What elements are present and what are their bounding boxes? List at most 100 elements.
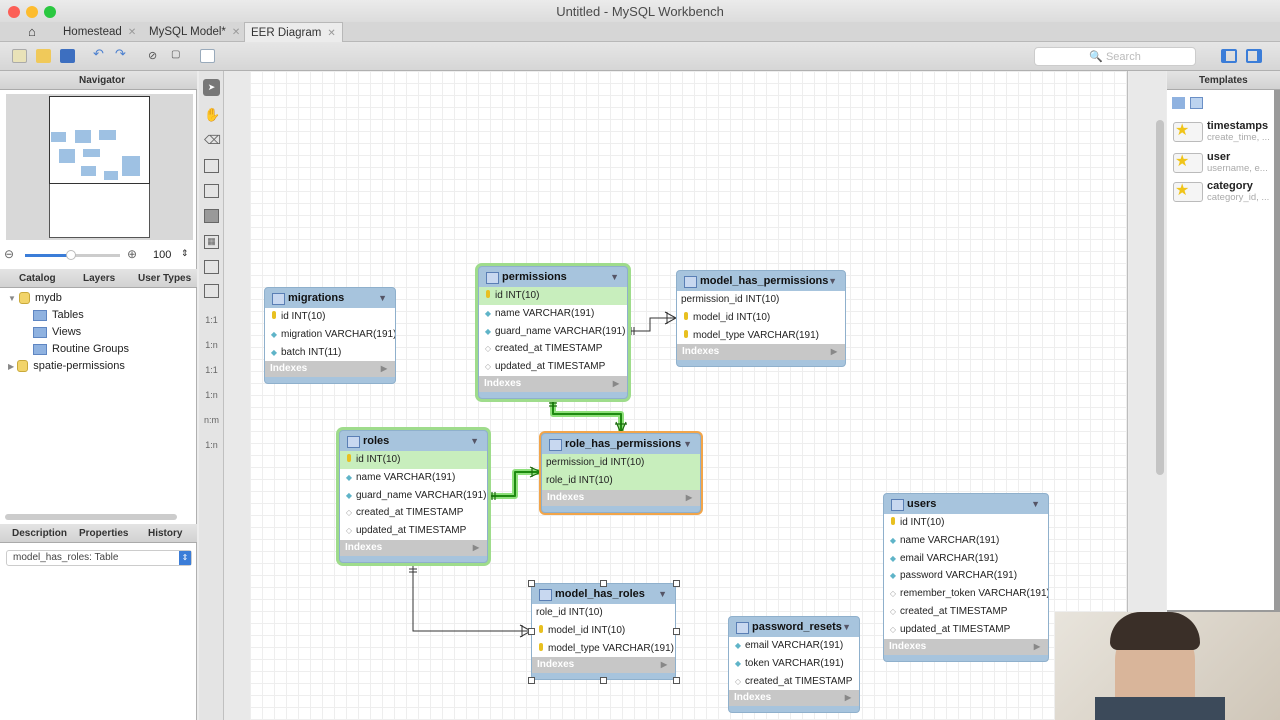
layer-tool-icon[interactable] [204,159,219,173]
table-header[interactable]: roles ▼ [340,431,487,451]
save-icon[interactable] [60,49,75,63]
expand-indexes-icon[interactable]: ▶ [612,378,619,388]
close-tab-icon[interactable]: ✕ [327,28,336,39]
expand-arrow-icon[interactable]: ▼ [8,294,16,303]
template-timestamps[interactable]: timestampscreate_time, ... [1171,118,1274,150]
tab-catalog[interactable]: Catalog [19,273,56,284]
table-migrations[interactable]: migrations ▼ id INT(10) ◆ migration VARCHAR(… [264,287,396,385]
collapse-arrow-icon[interactable]: ▼ [828,276,837,286]
toggle-page-icon[interactable]: ▢ [171,49,181,60]
close-tab-icon[interactable]: ✕ [231,27,241,38]
table-roles[interactable]: roles ▼ id INT(10) ◆ name VARCHAR(191) ◆ guard… [339,430,488,563]
collapse-arrow-icon[interactable]: ▼ [683,439,692,449]
resize-handle[interactable] [672,579,680,587]
resize-handle[interactable] [600,579,607,587]
column-row[interactable]: ◆ guard_name VARCHAR(191) [479,322,627,341]
zoom-window-button[interactable] [44,6,56,18]
zoom-level[interactable]: 100 [153,249,172,261]
home-icon[interactable]: ⌂ [28,24,36,39]
viewport-rect[interactable] [49,96,150,184]
table-header[interactable]: role_has_permissions ▼ [542,434,700,454]
column-row[interactable]: role_id INT(10) [542,471,700,490]
column-row[interactable]: model_type VARCHAR(191) [677,326,845,345]
column-row[interactable]: ◇ created_at TIMESTAMP [729,672,859,691]
relation-1-n-existing-columns-icon[interactable]: 1:n [205,440,218,450]
close-window-button[interactable] [8,6,20,18]
object-select[interactable]: model_has_roles: Table ⇕ [6,550,192,566]
tab-eer-diagram[interactable]: EER Diagram ✕ [244,22,343,42]
hand-tool-icon[interactable]: ✋ [204,107,221,122]
column-row[interactable]: ◆ token VARCHAR(191) [729,654,859,673]
view-tool-icon[interactable] [204,260,219,274]
column-row[interactable]: permission_id INT(10) [677,291,845,309]
horizontal-scrollbar[interactable] [5,514,177,520]
column-row[interactable]: role_id INT(10) [532,604,675,622]
resize-handle[interactable] [672,676,680,684]
resize-handle[interactable] [672,628,680,635]
expand-indexes-icon[interactable]: ▶ [844,693,851,703]
tree-item-spatie-permissions[interactable]: ▶ spatie-permissions [8,360,125,373]
undo-icon[interactable]: ↶ [93,46,104,61]
table-permissions[interactable]: permissions ▼ id INT(10) ◆ name VARCHAR(191)… [478,266,628,399]
toggle-sidebar-icon[interactable] [1221,49,1237,63]
table-users[interactable]: users ▼ id INT(10) ◆ name VARCHAR(191) ◆ email… [883,493,1049,662]
table-header[interactable]: password_resets ▼ [729,617,859,637]
resize-handle[interactable] [527,676,535,684]
expand-arrow-icon[interactable]: ▶ [8,362,15,371]
table-header[interactable]: migrations ▼ [265,288,395,308]
column-row[interactable]: id INT(10) [340,451,487,469]
note-tool-icon[interactable] [204,184,219,198]
zoom-out-icon[interactable]: ⊖ [4,247,15,261]
resize-handle[interactable] [527,628,535,635]
select-tool-icon[interactable]: ➤ [203,79,220,96]
add-template-icon[interactable] [1172,97,1185,109]
edit-template-icon[interactable] [1190,97,1203,109]
column-row[interactable]: ◆ email VARCHAR(191) [729,637,859,655]
tab-user-types[interactable]: User Types [138,273,192,284]
column-row[interactable]: ◆ guard_name VARCHAR(191) [340,486,487,505]
eraser-tool-icon[interactable]: ⌫ [204,133,221,147]
resize-handle[interactable] [527,579,535,587]
collapse-arrow-icon[interactable]: ▼ [842,622,851,632]
template-category[interactable]: categorycategory_id, ... [1171,178,1274,210]
column-row[interactable]: ◇ created_at TIMESTAMP [479,340,627,359]
minimize-window-button[interactable] [26,6,38,18]
tab-properties[interactable]: Properties [79,528,129,539]
column-row[interactable]: ◇ updated_at TIMESTAMP [340,522,487,540]
tree-item-views[interactable]: Views [33,326,81,338]
table-header[interactable]: model_has_permissions ▼ [677,271,845,291]
vertical-scrollbar[interactable] [1156,120,1164,475]
toggle-secondary-sidebar-icon[interactable] [1246,49,1262,63]
column-row[interactable]: permission_id INT(10) [542,454,700,472]
table-model-has-roles[interactable]: model_has_roles ▼ role_id INT(10) model_id … [531,583,676,681]
tab-history[interactable]: History [148,528,183,539]
table-password-resets[interactable]: password_resets ▼ ◆ email VARCHAR(191) ◆ toke… [728,616,860,714]
tab-mysql-model[interactable]: MySQL Model* ✕ [143,22,246,42]
expand-indexes-icon[interactable]: ▶ [1033,641,1040,651]
tree-item-routine-groups[interactable]: Routine Groups [33,343,129,355]
new-icon[interactable] [12,49,27,63]
expand-indexes-icon[interactable]: ▶ [472,542,479,552]
relation-1-1-nonidentifying-icon[interactable]: 1:1 [205,315,218,325]
tree-item-mydb[interactable]: ▼ mydb [8,292,62,305]
indexes-section[interactable]: Indexes ▶ [479,375,627,392]
collapse-arrow-icon[interactable]: ▼ [610,272,619,282]
expand-indexes-icon[interactable]: ▶ [380,364,387,374]
column-row[interactable]: model_id INT(10) [532,621,675,640]
column-row[interactable]: ◇ updated_at TIMESTAMP [479,358,627,376]
indexes-section[interactable]: Indexes ▶ [532,657,675,674]
column-row[interactable]: id INT(10) [479,287,627,305]
open-icon[interactable] [36,49,51,63]
collapse-arrow-icon[interactable]: ▼ [470,436,479,446]
column-row[interactable]: model_type VARCHAR(191) [532,639,675,658]
column-row[interactable]: ◇ updated_at TIMESTAMP [884,620,1048,639]
tab-description[interactable]: Description [12,528,68,539]
column-row[interactable]: ◆ name VARCHAR(191) [479,304,627,323]
indexes-section[interactable]: Indexes ▶ [340,539,487,556]
table-role-has-permissions[interactable]: role_has_permissions ▼ permission_id INT(1… [541,433,701,513]
table-header[interactable]: users ▼ [884,494,1048,514]
column-row[interactable]: ◇ remember_token VARCHAR(191) [884,585,1048,603]
indexes-section[interactable]: Indexes ▶ [677,344,845,361]
column-row[interactable]: id INT(10) [265,308,395,326]
indexes-section[interactable]: Indexes ▶ [265,361,395,378]
